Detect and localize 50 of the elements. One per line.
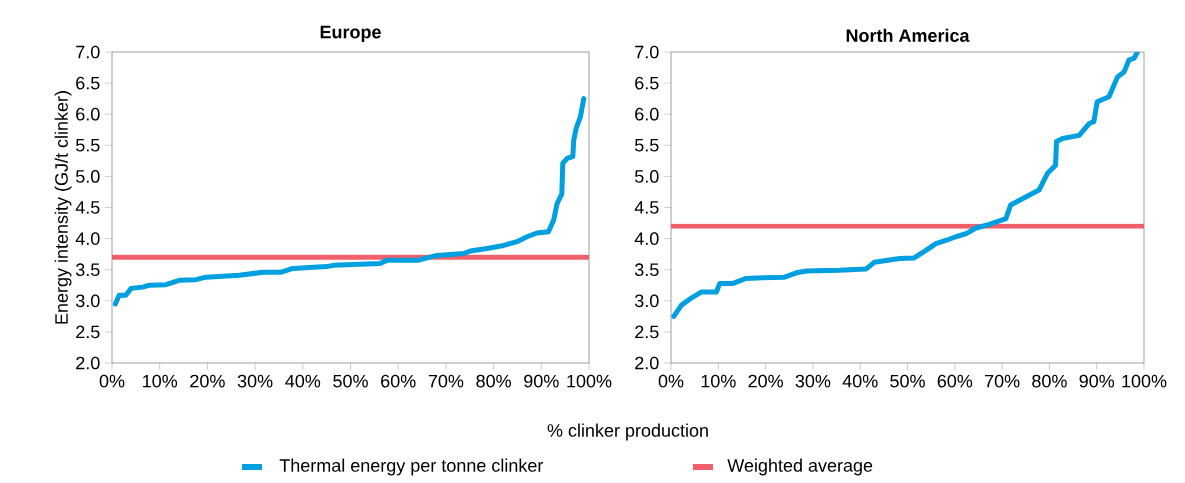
y-tick-label: 6.5 [635,76,659,90]
y-tick-label: 5.0 [75,170,100,183]
x-tick-label: 100% [1122,374,1167,388]
x-tick-label: 20% [190,374,225,388]
x-tick-label: 60% [381,374,416,388]
y-tick-label: 3.0 [75,294,100,308]
y-tick-label: 5.0 [634,170,659,183]
y-tick-label: 6.0 [76,107,100,121]
x-tick-label: 100% [567,374,612,388]
y-tick-label: 6.0 [635,107,659,121]
x-tick-label: 10% [701,374,736,388]
y-axis-title: Energy intensity (GJ/t clinker) [54,91,72,324]
x-tick-label: 90% [524,374,559,388]
x-axis-title: % clinker production [547,423,708,441]
legend-label: Weighted average [727,458,873,476]
y-tick-label: 3.0 [634,294,659,308]
y-tick-label: 7.0 [76,45,100,59]
x-tick-label: 60% [937,374,973,388]
legend-label: Thermal energy per tonne clinker [279,458,544,476]
chart-title: North America [846,28,970,42]
y-tick-label: 2.0 [76,356,100,370]
y-tick-label: 5.5 [634,139,659,152]
x-tick-label: 30% [795,374,831,388]
y-tick-label: 2.5 [635,325,659,339]
y-tick-label: 3.5 [634,263,659,277]
y-tick-label: 6.5 [76,76,100,90]
x-tick-label: 30% [237,374,273,388]
x-tick-label: 80% [1032,374,1067,388]
x-tick-label: 70% [428,374,464,388]
x-tick-label: 80% [476,374,511,388]
x-tick-label: 0% [99,374,125,388]
y-tick-label: 4.5 [634,201,659,214]
x-tick-label: 10% [143,374,178,388]
y-tick-label: 3.5 [75,263,100,277]
x-tick-label: 0% [658,374,684,388]
x-tick-label: 90% [1079,374,1115,388]
y-tick-label: 4.0 [634,232,659,245]
y-tick-label: 5.5 [75,139,100,152]
y-tick-label: 7.0 [635,45,659,59]
y-tick-label: 2.5 [76,325,100,339]
x-tick-label: 50% [333,374,368,388]
chart-title: Europe [320,25,381,42]
y-tick-label: 4.5 [75,201,100,214]
y-tick-label: 4.0 [75,232,100,245]
y-tick-label: 2.0 [635,356,659,370]
x-tick-label: 20% [748,374,783,388]
x-tick-label: 40% [285,374,321,388]
x-tick-label: 50% [890,374,925,388]
x-tick-label: 70% [985,374,1020,388]
x-tick-label: 40% [842,374,878,388]
